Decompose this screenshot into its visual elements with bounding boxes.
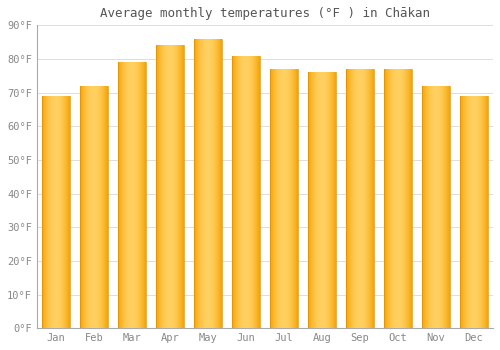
Title: Average monthly temperatures (°F ) in Chākan: Average monthly temperatures (°F ) in Ch… xyxy=(100,7,430,20)
